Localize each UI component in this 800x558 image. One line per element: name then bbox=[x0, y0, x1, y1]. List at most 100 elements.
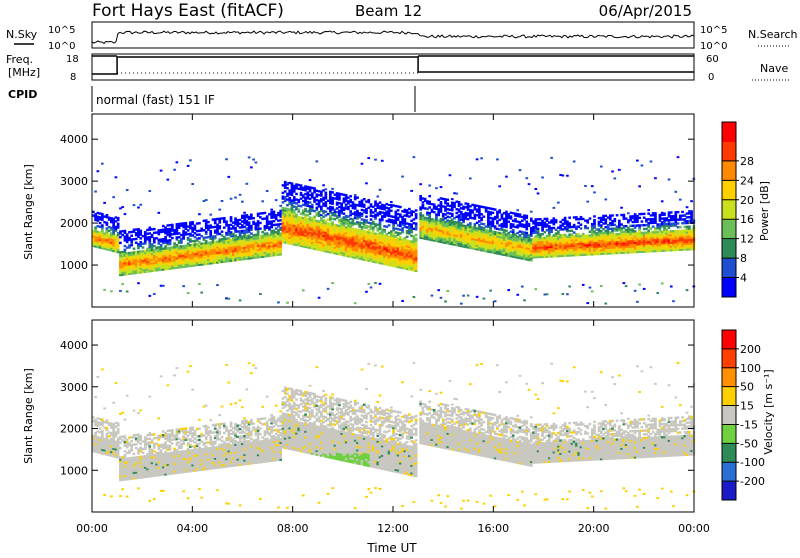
power-cell bbox=[462, 295, 465, 297]
power-cell bbox=[309, 201, 312, 203]
power-cell bbox=[516, 294, 519, 296]
power-cell bbox=[467, 295, 470, 297]
power-cell bbox=[537, 228, 540, 230]
power-cell bbox=[564, 217, 567, 219]
power-cell bbox=[363, 204, 366, 206]
power-cell bbox=[388, 224, 391, 226]
power-cell bbox=[591, 185, 594, 187]
power-cell bbox=[623, 282, 626, 284]
power-cell bbox=[573, 161, 576, 163]
power-cell bbox=[415, 234, 418, 236]
power-cell bbox=[399, 206, 402, 208]
power-cell bbox=[534, 188, 537, 190]
power-cell bbox=[568, 217, 571, 219]
power-cell bbox=[525, 220, 528, 222]
power-cell bbox=[164, 236, 167, 238]
freq-trace-line bbox=[92, 57, 694, 74]
power-cell bbox=[227, 176, 230, 178]
power-cell bbox=[279, 205, 282, 207]
power-cell bbox=[553, 207, 556, 209]
power-cell bbox=[636, 301, 639, 303]
power-cell bbox=[349, 210, 352, 212]
power-cell bbox=[198, 213, 201, 215]
power-cell bbox=[318, 297, 321, 299]
power-cell bbox=[194, 225, 197, 227]
power-cell bbox=[205, 231, 208, 233]
power-cell bbox=[126, 290, 129, 292]
power-cell bbox=[266, 215, 269, 217]
power-cell bbox=[300, 184, 303, 186]
power-cell bbox=[331, 191, 334, 193]
power-cell bbox=[126, 233, 129, 235]
power-cell bbox=[331, 206, 334, 208]
power-cell bbox=[252, 217, 255, 219]
power-cell bbox=[286, 302, 289, 304]
power-cell bbox=[451, 213, 454, 215]
power-cell bbox=[297, 208, 300, 210]
power-cell bbox=[374, 200, 377, 202]
power-cell bbox=[505, 211, 508, 213]
power-cell bbox=[302, 289, 305, 291]
power-cell bbox=[315, 160, 318, 162]
power-cell bbox=[363, 198, 366, 200]
power-cell bbox=[221, 230, 224, 232]
power-cell bbox=[480, 213, 483, 215]
power-cell bbox=[176, 161, 179, 163]
power-cell bbox=[356, 210, 359, 212]
noise-tick-bottom: 10^0 bbox=[700, 41, 727, 52]
power-cell bbox=[370, 203, 373, 205]
power-cell bbox=[117, 223, 120, 225]
power-cell bbox=[566, 175, 569, 177]
power-cell bbox=[483, 298, 486, 300]
power-cell bbox=[119, 242, 122, 244]
power-cell bbox=[361, 163, 364, 165]
power-cell bbox=[264, 212, 267, 214]
power-cell bbox=[169, 239, 172, 241]
power-cell bbox=[322, 184, 325, 186]
power-cell bbox=[250, 225, 253, 227]
power-cell bbox=[422, 214, 425, 216]
power-cell bbox=[433, 211, 436, 213]
power-cell bbox=[580, 223, 583, 225]
power-cell bbox=[593, 219, 596, 221]
power-cell bbox=[446, 290, 449, 292]
power-cell bbox=[600, 285, 603, 287]
power-cell bbox=[153, 293, 156, 295]
power-cell bbox=[437, 289, 440, 291]
power-cell bbox=[379, 283, 382, 285]
power-cell bbox=[250, 214, 253, 216]
power-cell bbox=[101, 213, 104, 215]
power-cell bbox=[367, 283, 370, 285]
power-cell bbox=[205, 199, 208, 201]
power-cell bbox=[419, 183, 422, 185]
power-cell bbox=[492, 212, 495, 214]
power-cell bbox=[611, 214, 614, 216]
beam-label: Beam 12 bbox=[355, 2, 422, 20]
power-cell bbox=[139, 204, 142, 206]
power-cell bbox=[634, 290, 637, 292]
power-cell bbox=[327, 288, 330, 290]
power-cell bbox=[424, 198, 427, 200]
power-cell bbox=[142, 246, 145, 248]
power-cell bbox=[449, 174, 452, 176]
power-cell bbox=[584, 185, 587, 187]
power-cell bbox=[519, 169, 522, 171]
power-cell bbox=[207, 221, 210, 223]
power-cell bbox=[611, 170, 614, 172]
power-cell bbox=[115, 176, 118, 178]
power-cell bbox=[593, 191, 596, 193]
power-cell bbox=[379, 189, 382, 191]
power-cell bbox=[401, 176, 404, 178]
power-cell bbox=[171, 224, 174, 226]
power-cell bbox=[568, 222, 571, 224]
power-cell bbox=[636, 160, 639, 162]
power-cell bbox=[277, 301, 280, 303]
power-cell bbox=[415, 238, 418, 240]
power-cell bbox=[627, 212, 630, 214]
power-cell bbox=[510, 215, 513, 217]
power-cell bbox=[261, 200, 264, 202]
power-cell bbox=[372, 221, 375, 223]
power-cell bbox=[582, 284, 585, 286]
power-cell bbox=[295, 214, 298, 216]
